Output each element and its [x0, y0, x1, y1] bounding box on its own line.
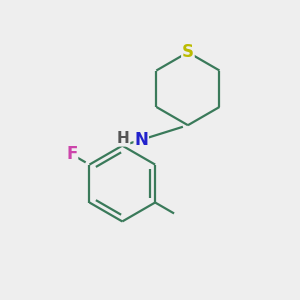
- Text: S: S: [182, 43, 194, 61]
- Text: N: N: [134, 131, 148, 149]
- Text: H: H: [117, 131, 130, 146]
- Text: F: F: [66, 146, 77, 164]
